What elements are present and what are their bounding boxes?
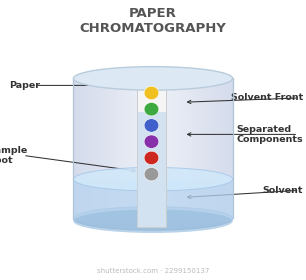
- Bar: [141, 78, 146, 218]
- Bar: [105, 78, 110, 218]
- Bar: [129, 78, 134, 218]
- Text: PAPER: PAPER: [129, 7, 177, 20]
- Circle shape: [144, 167, 159, 181]
- Circle shape: [144, 86, 159, 100]
- Text: Separated
Components: Separated Components: [236, 125, 303, 144]
- Bar: [133, 78, 138, 218]
- Bar: [189, 78, 193, 218]
- Bar: [121, 78, 126, 218]
- Text: Sample
Spot: Sample Spot: [0, 146, 28, 165]
- Bar: [101, 78, 106, 218]
- Bar: [93, 78, 98, 218]
- Bar: [177, 78, 181, 218]
- Bar: [137, 84, 166, 227]
- Bar: [113, 78, 118, 218]
- Circle shape: [144, 119, 159, 132]
- Bar: [137, 84, 166, 227]
- Bar: [149, 78, 154, 218]
- Bar: [145, 78, 150, 218]
- Circle shape: [144, 135, 159, 148]
- Bar: [97, 78, 102, 218]
- Bar: [221, 78, 225, 218]
- Text: Paper: Paper: [9, 81, 40, 90]
- Ellipse shape: [73, 207, 233, 230]
- Bar: [165, 78, 170, 218]
- Bar: [193, 78, 197, 218]
- Text: shutterstock.com · 2299150137: shutterstock.com · 2299150137: [97, 268, 209, 274]
- Bar: [137, 112, 166, 227]
- Bar: [161, 78, 166, 218]
- Bar: [73, 179, 233, 221]
- Bar: [89, 78, 94, 218]
- Ellipse shape: [73, 209, 233, 233]
- Bar: [117, 78, 122, 218]
- Bar: [205, 78, 209, 218]
- Bar: [157, 78, 162, 218]
- Ellipse shape: [73, 67, 233, 90]
- Bar: [137, 78, 142, 218]
- Bar: [217, 78, 221, 218]
- Text: CHROMATOGRAPHY: CHROMATOGRAPHY: [80, 22, 226, 35]
- Bar: [201, 78, 205, 218]
- Bar: [73, 78, 78, 218]
- Bar: [153, 78, 158, 218]
- Circle shape: [144, 102, 159, 116]
- Bar: [125, 78, 130, 218]
- Bar: [197, 78, 201, 218]
- Bar: [209, 78, 213, 218]
- Bar: [77, 78, 82, 218]
- Bar: [181, 78, 185, 218]
- Bar: [85, 78, 90, 218]
- Bar: [229, 78, 233, 218]
- Ellipse shape: [73, 167, 233, 191]
- Bar: [185, 78, 189, 218]
- Circle shape: [144, 151, 159, 165]
- Bar: [225, 78, 229, 218]
- Bar: [81, 78, 86, 218]
- Bar: [169, 78, 174, 218]
- Bar: [173, 78, 177, 218]
- Bar: [109, 78, 114, 218]
- Text: Solvent Front: Solvent Front: [231, 94, 303, 102]
- Bar: [213, 78, 217, 218]
- Text: Solvent: Solvent: [263, 186, 303, 195]
